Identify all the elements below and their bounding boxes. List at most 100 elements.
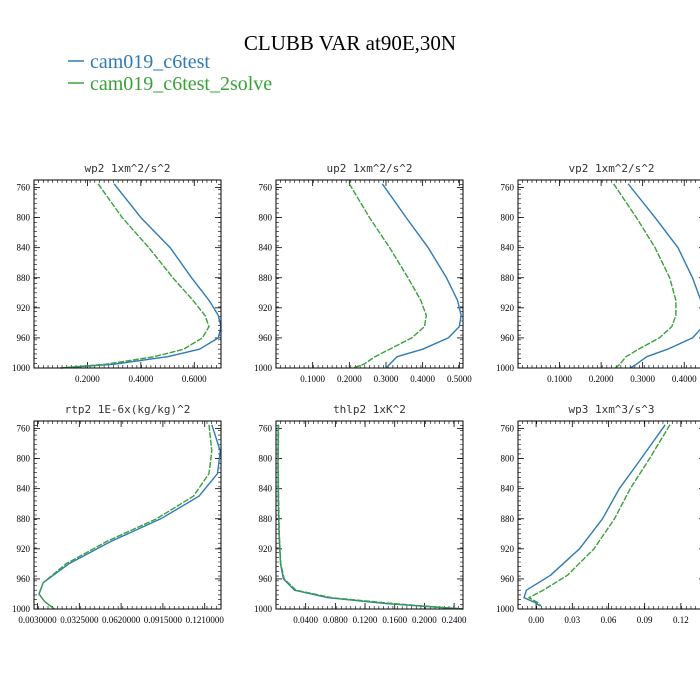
x-tick-label: 0.0915000 xyxy=(144,615,183,625)
y-tick-label: 1000 xyxy=(254,363,273,373)
y-tick-label: 800 xyxy=(17,213,31,223)
y-tick-label: 920 xyxy=(259,544,273,554)
y-tick-label: 800 xyxy=(259,454,273,464)
series-line-c6test-2solve xyxy=(60,183,210,369)
panel-4: rtp2 1E-6x(kg/kg)^2 760 800 840 880 920 960 100… xyxy=(12,403,224,625)
x-tick-label: 0.2000 xyxy=(337,374,362,384)
minor-ticks xyxy=(34,421,221,609)
series-line-c6test-2solve xyxy=(277,424,464,610)
y-tick-label: 760 xyxy=(501,424,515,434)
y-tick-label: 960 xyxy=(17,333,31,343)
legend: cam019_c6test cam019_c6test_2solve xyxy=(68,51,272,95)
y-tick-label: 1000 xyxy=(12,363,31,373)
panel-title: wp2 1xm^2/s^2 xyxy=(84,162,170,175)
minor-ticks xyxy=(34,180,221,368)
panel-1: wp2 1xm^2/s^2 760 800 840 880 920 960 1000 0.200… xyxy=(12,162,222,384)
y-tick-label: 920 xyxy=(501,544,515,554)
x-tick-label: 0.0325000 xyxy=(60,615,99,625)
x-tick-label: 0.06 xyxy=(601,615,617,625)
y-tick-label: 800 xyxy=(17,454,31,464)
y-tick-label: 960 xyxy=(259,333,273,343)
y-tick-label: 960 xyxy=(259,574,273,584)
legend-label-2: cam019_c6test_2solve xyxy=(90,73,272,95)
panel-2: up2 1xm^2/s^2 760 800 840 880 920 960 1000 0.100… xyxy=(254,162,472,384)
x-tick-label: 0.6000 xyxy=(182,374,207,384)
panel-title: vp2 1xm^2/s^2 xyxy=(568,162,654,175)
legend-label-1: cam019_c6test xyxy=(90,51,210,73)
series-line-c6test xyxy=(38,424,222,610)
x-tick-label: 0.0800 xyxy=(323,615,348,625)
y-tick-label: 920 xyxy=(17,544,31,554)
y-tick-label: 1000 xyxy=(496,363,515,373)
x-tick-label: 0.5000 xyxy=(447,374,472,384)
minor-ticks xyxy=(518,421,696,609)
x-tick-label: 0.3000 xyxy=(374,374,399,384)
y-tick-label: 760 xyxy=(501,183,515,193)
x-tick-label: 0.2400 xyxy=(442,615,467,625)
x-tick-label: 0.09 xyxy=(637,615,653,625)
series-line-c6test-2solve xyxy=(348,183,427,369)
plot-frame xyxy=(275,420,464,610)
y-tick-label: 800 xyxy=(259,213,273,223)
y-tick-label: 880 xyxy=(501,273,515,283)
x-tick-label: 0.1200 xyxy=(353,615,378,625)
panel-title: up2 1xm^2/s^2 xyxy=(326,162,412,175)
y-tick-label: 760 xyxy=(17,424,31,434)
y-tick-label: 1000 xyxy=(12,604,31,614)
y-tick-label: 880 xyxy=(259,273,273,283)
y-tick-label: 1000 xyxy=(254,604,273,614)
x-tick-label: 0.2000 xyxy=(589,374,614,384)
y-tick-label: 1000 xyxy=(496,604,515,614)
plot-frame xyxy=(517,420,700,610)
y-tick-label: 840 xyxy=(501,484,515,494)
x-tick-label: 0.0030000 xyxy=(18,615,57,625)
panel-title: thlp2 1xK^2 xyxy=(333,403,406,416)
series-line-c6test-2solve xyxy=(528,424,671,607)
series-line-c6test xyxy=(381,183,462,369)
y-tick-label: 760 xyxy=(17,183,31,193)
x-tick-label: 0.2000 xyxy=(75,374,100,384)
y-tick-label: 920 xyxy=(259,303,273,313)
minor-ticks xyxy=(276,421,463,609)
x-tick-label: 0.4000 xyxy=(410,374,435,384)
plot-frame xyxy=(517,179,700,369)
panel-title: wp3 1xm^3/s^3 xyxy=(568,403,654,416)
y-tick-label: 840 xyxy=(259,484,273,494)
series-line-c6test xyxy=(627,183,700,369)
series-line-c6test-2solve xyxy=(38,424,213,610)
y-tick-label: 840 xyxy=(501,243,515,253)
x-tick-label: 0.12 xyxy=(673,615,689,625)
y-tick-label: 760 xyxy=(259,183,273,193)
minor-ticks xyxy=(276,180,463,368)
x-tick-label: 0.03 xyxy=(564,615,580,625)
y-tick-label: 760 xyxy=(259,424,273,434)
x-tick-label: 0.00 xyxy=(528,615,544,625)
x-tick-label: 0.3000 xyxy=(630,374,655,384)
plot-frame xyxy=(33,420,222,610)
x-tick-label: 0.2000 xyxy=(412,615,437,625)
figure-title: CLUBB VAR at90E,30N xyxy=(244,31,456,55)
y-tick-label: 880 xyxy=(17,273,31,283)
panel-title: rtp2 1E-6x(kg/kg)^2 xyxy=(65,403,191,416)
y-tick-label: 880 xyxy=(501,514,515,524)
x-tick-label: 0.0400 xyxy=(293,615,318,625)
x-tick-label: 0.1000 xyxy=(547,374,572,384)
y-tick-label: 800 xyxy=(501,213,515,223)
y-tick-label: 920 xyxy=(17,303,31,313)
y-tick-label: 960 xyxy=(17,574,31,584)
x-tick-label: 0.4000 xyxy=(128,374,153,384)
minor-ticks xyxy=(518,180,696,368)
y-tick-label: 840 xyxy=(17,243,31,253)
panel-3: vp2 1xm^2/s^2 760 800 840 880 920 960 1000 0.100… xyxy=(496,162,700,384)
plot-frame xyxy=(275,179,464,369)
y-tick-label: 840 xyxy=(259,243,273,253)
panel-6: wp3 1xm^3/s^3 760 800 840 880 920 960 1000 0.00 0… xyxy=(496,403,700,625)
x-tick-label: 0.4000 xyxy=(672,374,697,384)
y-tick-label: 880 xyxy=(17,514,31,524)
series-line-c6test xyxy=(60,183,222,369)
x-tick-label: 0.1210000 xyxy=(186,615,225,625)
panel-5: thlp2 1xK^2 760 800 840 880 920 960 1000 0.0400 0… xyxy=(254,403,467,625)
x-tick-label: 0.0620000 xyxy=(102,615,141,625)
y-tick-label: 840 xyxy=(17,484,31,494)
